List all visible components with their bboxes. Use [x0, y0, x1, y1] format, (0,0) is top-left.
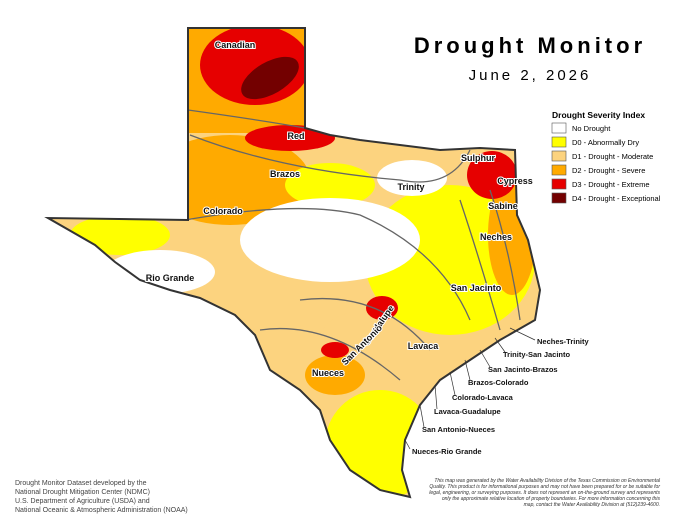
drought-area [321, 342, 349, 358]
coastal-basin-label: San Jacinto-Brazos [488, 365, 558, 374]
drought-area [377, 160, 447, 196]
legend-label: No Drought [572, 124, 611, 133]
legend-swatch [551, 136, 567, 148]
legend-label: D1 - Drought - Moderate [572, 152, 653, 161]
basin-label: Canadian [215, 40, 256, 50]
basin-label: Red [287, 131, 304, 141]
credits: Drought Monitor Dataset developed by the… [15, 480, 188, 514]
basin-label: Brazos [270, 169, 300, 179]
basin-label: Cypress [497, 176, 533, 186]
legend-swatch [551, 164, 567, 176]
disclaimer-line: This map was generated by the Water Avai… [434, 478, 661, 484]
disclaimer-line: legal, engineering, or surveying purpose… [429, 490, 660, 496]
credit-line: U.S. Department of Agriculture (USDA) an… [15, 498, 150, 505]
basin-label: Sulphur [461, 153, 495, 163]
legend-label: D2 - Drought - Severe [572, 166, 645, 175]
legend-swatch [551, 192, 567, 204]
basin-label: Rio Grande [146, 273, 195, 283]
disclaimer-line: Quality. This product is for information… [429, 484, 660, 490]
drought-area [245, 125, 335, 151]
drought-area [241, 56, 299, 100]
basin-label: Nueces [312, 368, 344, 378]
disclaimer-line: only the approximate relative location o… [442, 496, 661, 502]
coastal-basin-label: Trinity-San Jacinto [503, 350, 571, 359]
coastal-basin-label: Nueces-Rio Grande [412, 447, 482, 456]
legend-swatch [551, 178, 567, 190]
credit-line: Drought Monitor Dataset developed by the [15, 480, 147, 487]
legend-title: Drought Severity Index [552, 110, 645, 120]
coastal-basin-label: San Antonio-Nueces [422, 425, 495, 434]
legend-swatch [551, 150, 567, 162]
basin-label: San Jacinto [451, 283, 502, 293]
credit-line: National Drought Mitigation Center (NDMC… [15, 489, 150, 496]
drought-area [150, 135, 310, 225]
coastal-basin-label: Colorado-Lavaca [452, 393, 514, 402]
basin-label: Trinity [397, 182, 424, 192]
credit-line: National Oceanic & Atmospheric Administr… [15, 507, 188, 514]
legend-swatch [551, 122, 567, 134]
basin-label: Lavaca [408, 341, 440, 351]
basin-label: Colorado [203, 206, 243, 216]
legend-label: D3 - Drought - Extreme [572, 180, 650, 189]
drought-area [305, 355, 365, 395]
title: Drought Monitor [414, 33, 646, 58]
basin-label: Neches [480, 232, 512, 242]
coastal-basin-label: Lavaca-Guadalupe [434, 407, 501, 416]
disclaimer: This map was generated by the Water Avai… [429, 478, 661, 508]
basin-label: Sabine [488, 201, 518, 211]
drought-area [240, 198, 420, 282]
legend-label: D4 - Drought - Exceptional [572, 194, 661, 203]
legend: No Drought D0 - Abnormally Dry D1 - Drough… [551, 122, 661, 204]
disclaimer-line: map, contact the Water Availability Divi… [524, 502, 660, 508]
drought-area [70, 215, 170, 255]
drought-area [366, 296, 398, 320]
legend-label: D0 - Abnormally Dry [572, 138, 639, 147]
drought-area [285, 163, 375, 207]
date: June 2, 2026 [469, 67, 592, 84]
drought-area [467, 151, 517, 199]
coastal-basin-label: Neches-Trinity [537, 337, 590, 346]
coastal-basin-label: Brazos-Colorado [468, 378, 529, 387]
